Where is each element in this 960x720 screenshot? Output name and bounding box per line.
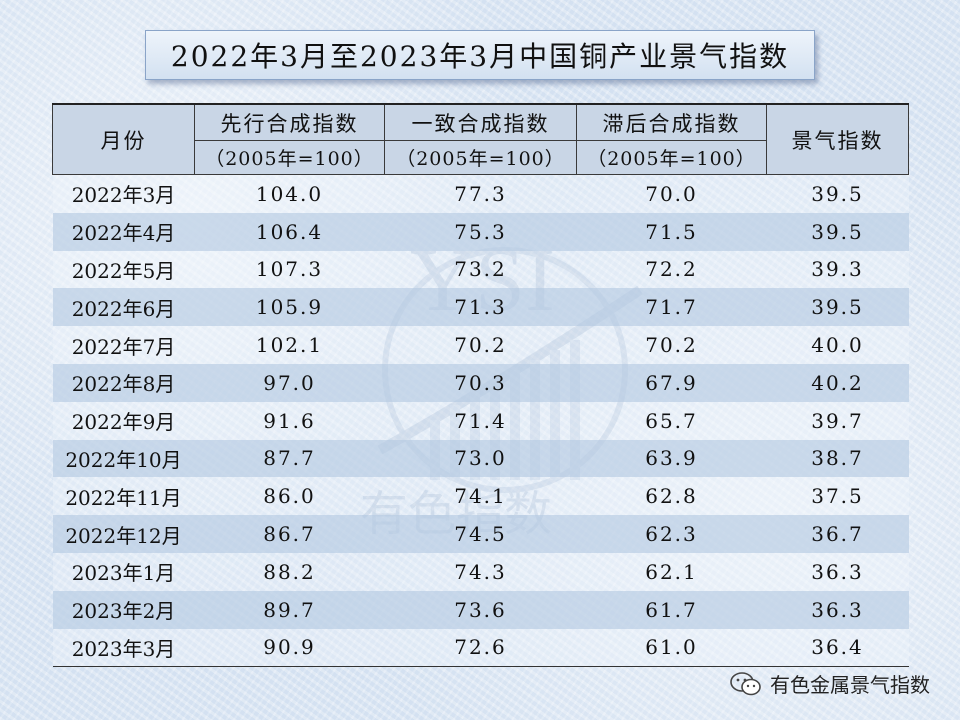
page-title: 2022年3月至2023年3月中国铜产业景气指数 bbox=[170, 40, 790, 73]
cell-prosperity: 39.7 bbox=[766, 401, 909, 440]
cell-month: 2022年5月 bbox=[52, 250, 195, 289]
cell-coincident: 71.4 bbox=[384, 401, 577, 440]
cell-month: 2022年3月 bbox=[52, 174, 195, 213]
table-row: 2022年10月 87.7 73.0 63.9 38.7 bbox=[52, 439, 909, 478]
cell-leading: 91.6 bbox=[194, 401, 385, 440]
table-row: 2022年9月 91.6 71.4 65.7 39.7 bbox=[52, 401, 909, 440]
header-month: 月份 bbox=[52, 103, 195, 175]
cell-leading: 86.7 bbox=[194, 515, 385, 553]
cell-leading: 102.1 bbox=[194, 326, 385, 364]
cell-lagging: 62.3 bbox=[576, 515, 767, 553]
table-row: 2022年3月 104.0 77.3 70.0 39.5 bbox=[52, 174, 909, 213]
cell-prosperity: 40.2 bbox=[766, 363, 909, 402]
cell-prosperity: 38.7 bbox=[766, 439, 909, 478]
cell-coincident: 73.2 bbox=[384, 250, 577, 289]
cell-lagging: 70.0 bbox=[576, 174, 767, 213]
cell-prosperity: 40.0 bbox=[766, 326, 909, 364]
cell-prosperity: 36.4 bbox=[766, 628, 909, 668]
table-row: 2023年2月 89.7 73.6 61.7 36.3 bbox=[52, 590, 909, 629]
cell-lagging: 61.0 bbox=[576, 628, 767, 668]
header-lagging: 滞后合成指数 bbox=[576, 103, 767, 141]
cell-coincident: 75.3 bbox=[384, 212, 577, 251]
cell-leading: 88.2 bbox=[194, 552, 385, 591]
cell-leading: 106.4 bbox=[194, 212, 385, 251]
wechat-icon bbox=[730, 671, 761, 695]
cell-leading: 105.9 bbox=[194, 288, 385, 327]
cell-lagging: 71.7 bbox=[576, 288, 767, 327]
cell-leading: 97.0 bbox=[194, 363, 385, 402]
cell-coincident: 73.0 bbox=[384, 439, 577, 478]
cell-coincident: 74.1 bbox=[384, 477, 577, 516]
table-row: 2022年4月 106.4 75.3 71.5 39.5 bbox=[52, 212, 909, 251]
table-row: 2022年8月 97.0 70.3 67.9 40.2 bbox=[52, 363, 909, 402]
cell-month: 2022年6月 bbox=[52, 288, 195, 327]
table-row: 2023年3月 90.9 72.6 61.0 36.4 bbox=[52, 628, 909, 668]
cell-month: 2022年4月 bbox=[52, 212, 195, 251]
cell-coincident: 77.3 bbox=[384, 174, 577, 213]
cell-lagging: 71.5 bbox=[576, 212, 767, 251]
cell-prosperity: 39.5 bbox=[766, 288, 909, 327]
cell-lagging: 72.2 bbox=[576, 250, 767, 289]
cell-month: 2023年1月 bbox=[52, 552, 195, 591]
cell-month: 2022年9月 bbox=[52, 401, 195, 440]
cell-month: 2023年2月 bbox=[52, 590, 195, 629]
header-coincident: 一致合成指数 bbox=[384, 103, 577, 141]
header-leading: 先行合成指数 bbox=[194, 103, 385, 141]
cell-month: 2022年10月 bbox=[52, 439, 195, 478]
cell-coincident: 70.2 bbox=[384, 326, 577, 364]
cell-lagging: 62.1 bbox=[576, 552, 767, 591]
footer-account: 有色金属景气指数 bbox=[730, 669, 930, 698]
cell-month: 2022年12月 bbox=[52, 515, 195, 553]
header-leading-base: （2005年=100） bbox=[194, 140, 385, 175]
cell-lagging: 67.9 bbox=[576, 363, 767, 402]
cell-lagging: 63.9 bbox=[576, 439, 767, 478]
cell-coincident: 74.3 bbox=[384, 552, 577, 591]
cell-coincident: 74.5 bbox=[384, 515, 577, 553]
cell-prosperity: 39.3 bbox=[766, 250, 909, 289]
title-box: 2022年3月至2023年3月中国铜产业景气指数 bbox=[145, 30, 815, 80]
table-row: 2022年7月 102.1 70.2 70.2 40.0 bbox=[52, 326, 909, 364]
cell-lagging: 65.7 bbox=[576, 401, 767, 440]
table-body: 2022年3月 104.0 77.3 70.0 39.5 2022年4月 106.4 75.3… bbox=[52, 174, 909, 668]
cell-lagging: 61.7 bbox=[576, 590, 767, 629]
table-row: 2022年11月 86.0 74.1 62.8 37.5 bbox=[52, 477, 909, 516]
header-lagging-base: （2005年=100） bbox=[576, 140, 767, 175]
cell-prosperity: 39.5 bbox=[766, 174, 909, 213]
cell-coincident: 73.6 bbox=[384, 590, 577, 629]
cell-leading: 107.3 bbox=[194, 250, 385, 289]
cell-leading: 87.7 bbox=[194, 439, 385, 478]
cell-month: 2023年3月 bbox=[52, 628, 195, 668]
cell-prosperity: 37.5 bbox=[766, 477, 909, 516]
table-row: 2022年12月 86.7 74.5 62.3 36.7 bbox=[52, 515, 909, 553]
footer-account-name: 有色金属景气指数 bbox=[770, 673, 930, 697]
header-coincident-base: （2005年=100） bbox=[384, 140, 577, 175]
cell-coincident: 70.3 bbox=[384, 363, 577, 402]
cell-prosperity: 36.7 bbox=[766, 515, 909, 553]
copper-index-table: 月份 先行合成指数 一致合成指数 滞后合成指数 景气指数 （2005年=100）… bbox=[52, 103, 909, 668]
cell-prosperity: 36.3 bbox=[766, 590, 909, 629]
table-row: 2022年6月 105.9 71.3 71.7 39.5 bbox=[52, 288, 909, 327]
cell-month: 2022年7月 bbox=[52, 326, 195, 364]
cell-leading: 90.9 bbox=[194, 628, 385, 668]
cell-prosperity: 36.3 bbox=[766, 552, 909, 591]
cell-coincident: 72.6 bbox=[384, 628, 577, 668]
cell-lagging: 62.8 bbox=[576, 477, 767, 516]
cell-leading: 86.0 bbox=[194, 477, 385, 516]
cell-lagging: 70.2 bbox=[576, 326, 767, 364]
cell-coincident: 71.3 bbox=[384, 288, 577, 327]
cell-leading: 104.0 bbox=[194, 174, 385, 213]
table-row: 2022年5月 107.3 73.2 72.2 39.3 bbox=[52, 250, 909, 289]
cell-month: 2022年11月 bbox=[52, 477, 195, 516]
cell-leading: 89.7 bbox=[194, 590, 385, 629]
header-prosperity: 景气指数 bbox=[766, 103, 909, 175]
table-row: 2023年1月 88.2 74.3 62.1 36.3 bbox=[52, 552, 909, 591]
cell-month: 2022年8月 bbox=[52, 363, 195, 402]
cell-prosperity: 39.5 bbox=[766, 212, 909, 251]
